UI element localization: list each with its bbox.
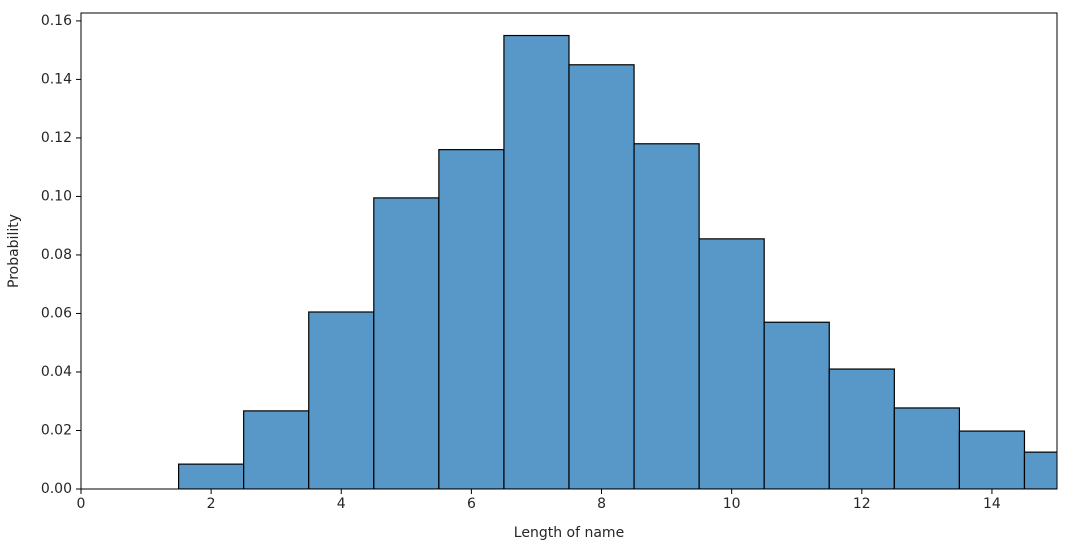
x-tick-label: 10	[723, 496, 741, 512]
x-tick-label: 6	[467, 496, 476, 512]
bar	[1023, 451, 1057, 489]
y-tick-label: 0.00	[41, 481, 72, 497]
y-axis-label: Probability	[6, 214, 22, 288]
y-tick-label: 0.02	[41, 422, 72, 438]
bar	[958, 430, 1026, 489]
bar	[698, 238, 765, 489]
bar	[308, 311, 375, 489]
bar	[633, 143, 700, 489]
bar	[438, 149, 505, 489]
y-tick-label: 0.06	[41, 305, 72, 321]
bars	[178, 34, 1057, 489]
plot-frame	[80, 12, 1058, 490]
y-tick-label: 0.16	[41, 13, 72, 29]
bar	[828, 368, 895, 489]
y-tick-label: 0.08	[41, 247, 72, 263]
bar	[178, 463, 245, 489]
x-tick-label: 12	[853, 496, 871, 512]
x-tick-label: 2	[207, 496, 216, 512]
x-tick-label: 8	[597, 496, 606, 512]
x-tick-label: 0	[77, 496, 86, 512]
y-tick-label: 0.10	[41, 188, 72, 204]
bar	[373, 197, 440, 489]
x-axis-label: Length of name	[514, 525, 624, 541]
bar	[243, 410, 310, 489]
bar	[893, 407, 960, 489]
y-tick-label: 0.12	[41, 130, 72, 146]
x-tick-label: 14	[983, 496, 1001, 512]
y-tick-label: 0.14	[41, 71, 72, 87]
x-tick-label: 4	[337, 496, 346, 512]
bar	[568, 64, 635, 489]
bar	[763, 321, 830, 489]
y-tick-label: 0.04	[41, 364, 72, 380]
bar	[503, 34, 570, 489]
